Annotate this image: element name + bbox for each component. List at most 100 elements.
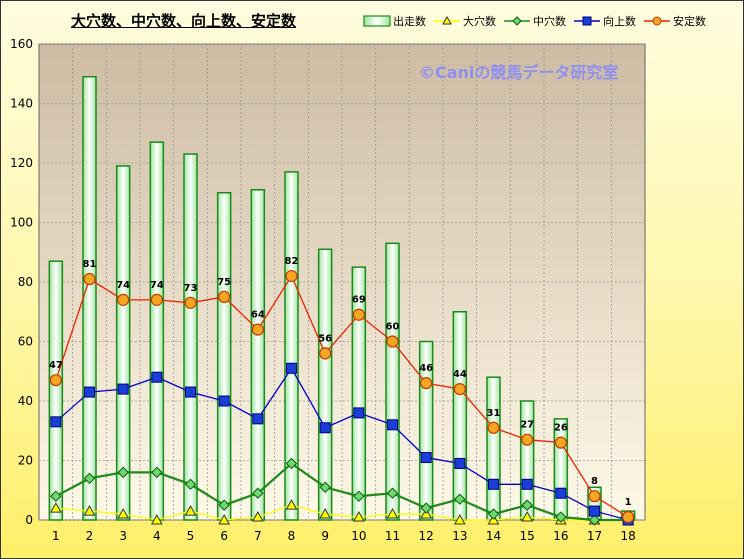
data-label-2: 81 — [83, 259, 97, 270]
marker-向上数-5 — [185, 386, 196, 398]
y-tick-label: 120 — [10, 156, 33, 170]
marker-中穴数-4 — [151, 466, 163, 479]
marker-安定数-4 — [150, 293, 163, 306]
marker-大穴数-6 — [218, 513, 231, 525]
x-tick-label: 13 — [452, 529, 467, 543]
bar-8 — [284, 171, 299, 521]
marker-中穴数-10 — [353, 490, 365, 502]
bar-4 — [149, 141, 165, 521]
data-label-16: 26 — [554, 423, 568, 434]
marker-安定数-2 — [83, 272, 96, 286]
legend-大穴数-label: 大穴数 — [463, 14, 496, 28]
x-tick-label: 16 — [553, 529, 568, 543]
marker-中穴数-17 — [588, 514, 601, 526]
data-label-14: 31 — [487, 408, 501, 419]
marker-大穴数-4 — [150, 513, 163, 525]
data-label-6: 75 — [217, 277, 231, 288]
marker-大穴数-8 — [285, 499, 298, 510]
bar-2 — [82, 75, 97, 521]
y-tick-label: 80 — [18, 275, 33, 289]
x-tick-label: 4 — [153, 529, 161, 543]
marker-向上数-14 — [488, 478, 499, 490]
marker-安定数-9 — [319, 347, 332, 360]
marker-向上数-6 — [218, 395, 230, 407]
legend-中穴数-label: 中穴数 — [533, 14, 566, 28]
marker-大穴数-1 — [49, 502, 62, 513]
marker-安定数-18 — [622, 510, 635, 524]
marker-安定数-17 — [588, 490, 601, 503]
marker-大穴数-9 — [319, 508, 332, 519]
marker-安定数-13 — [453, 383, 466, 396]
x-tick-label: 10 — [351, 529, 366, 543]
marker-大穴数-10 — [352, 510, 365, 522]
x-tick-label: 7 — [254, 529, 262, 543]
series-markers — [49, 269, 635, 526]
marker-向上数-12 — [420, 452, 432, 464]
marker-安定数-7 — [251, 323, 264, 336]
x-tick-label: 11 — [385, 529, 400, 543]
x-tick-label: 3 — [119, 529, 127, 543]
data-label-11: 60 — [386, 322, 400, 333]
bar-5 — [183, 153, 198, 521]
marker-安定数-12 — [420, 377, 433, 390]
bar-9 — [317, 248, 333, 521]
y-tick-label: 40 — [18, 394, 33, 408]
legend-出走数-label: 出走数 — [393, 14, 426, 28]
marker-中穴数-5 — [184, 478, 197, 491]
y-tick-label: 0 — [25, 513, 33, 527]
data-label-9: 56 — [318, 333, 332, 344]
data-label-13: 44 — [453, 369, 467, 380]
legend-向上数-marker — [582, 16, 592, 26]
legend-向上数-label: 向上数 — [603, 14, 636, 28]
marker-大穴数-2 — [83, 505, 96, 516]
data-label-1: 47 — [49, 360, 63, 371]
bar-14 — [486, 376, 501, 521]
marker-中穴数-7 — [252, 487, 264, 499]
marker-安定数-16 — [554, 436, 567, 449]
marker-大穴数-13 — [453, 513, 466, 525]
data-label-12: 46 — [419, 363, 433, 374]
marker-中穴数-1 — [50, 490, 62, 502]
marker-安定数-5 — [184, 296, 197, 309]
legend-大穴数-marker — [442, 15, 452, 25]
data-label-10: 69 — [352, 295, 366, 306]
marker-安定数-14 — [487, 421, 500, 434]
x-tick-label: 12 — [419, 529, 434, 543]
x-tick-label: 14 — [486, 529, 501, 543]
marker-大穴数-5 — [184, 505, 197, 516]
marker-向上数-3 — [117, 383, 129, 395]
marker-向上数-11 — [387, 419, 398, 431]
x-tick-label: 15 — [520, 529, 535, 543]
marker-中穴数-13 — [454, 493, 466, 505]
marker-中穴数-9 — [319, 481, 331, 493]
bar-16 — [553, 418, 569, 521]
x-tick-label: 18 — [621, 529, 636, 543]
y-tick-label: 100 — [10, 216, 33, 230]
bar-6 — [216, 192, 232, 521]
data-label-17: 8 — [591, 476, 598, 487]
marker-向上数-10 — [353, 407, 365, 419]
marker-向上数-7 — [252, 413, 264, 425]
marker-向上数-1 — [50, 416, 62, 428]
marker-安定数-3 — [117, 293, 130, 306]
marker-中穴数-16 — [555, 511, 567, 523]
marker-中穴数-11 — [386, 487, 399, 499]
marker-向上数-16 — [555, 487, 567, 499]
y-tick-label: 140 — [10, 97, 33, 111]
marker-安定数-15 — [521, 433, 534, 446]
marker-向上数-15 — [521, 478, 533, 490]
marker-向上数-8 — [286, 362, 297, 374]
bar-11 — [385, 242, 400, 521]
legend-安定数-marker — [652, 16, 662, 26]
watermark-text: ©Caniの競馬データ研究室 — [419, 63, 619, 82]
data-label-7: 64 — [251, 310, 265, 321]
marker-中穴数-3 — [117, 466, 129, 479]
marker-大穴数-3 — [117, 508, 130, 519]
marker-大穴数-7 — [251, 510, 264, 522]
x-tick-label: 2 — [86, 529, 94, 543]
marker-向上数-4 — [151, 371, 163, 383]
